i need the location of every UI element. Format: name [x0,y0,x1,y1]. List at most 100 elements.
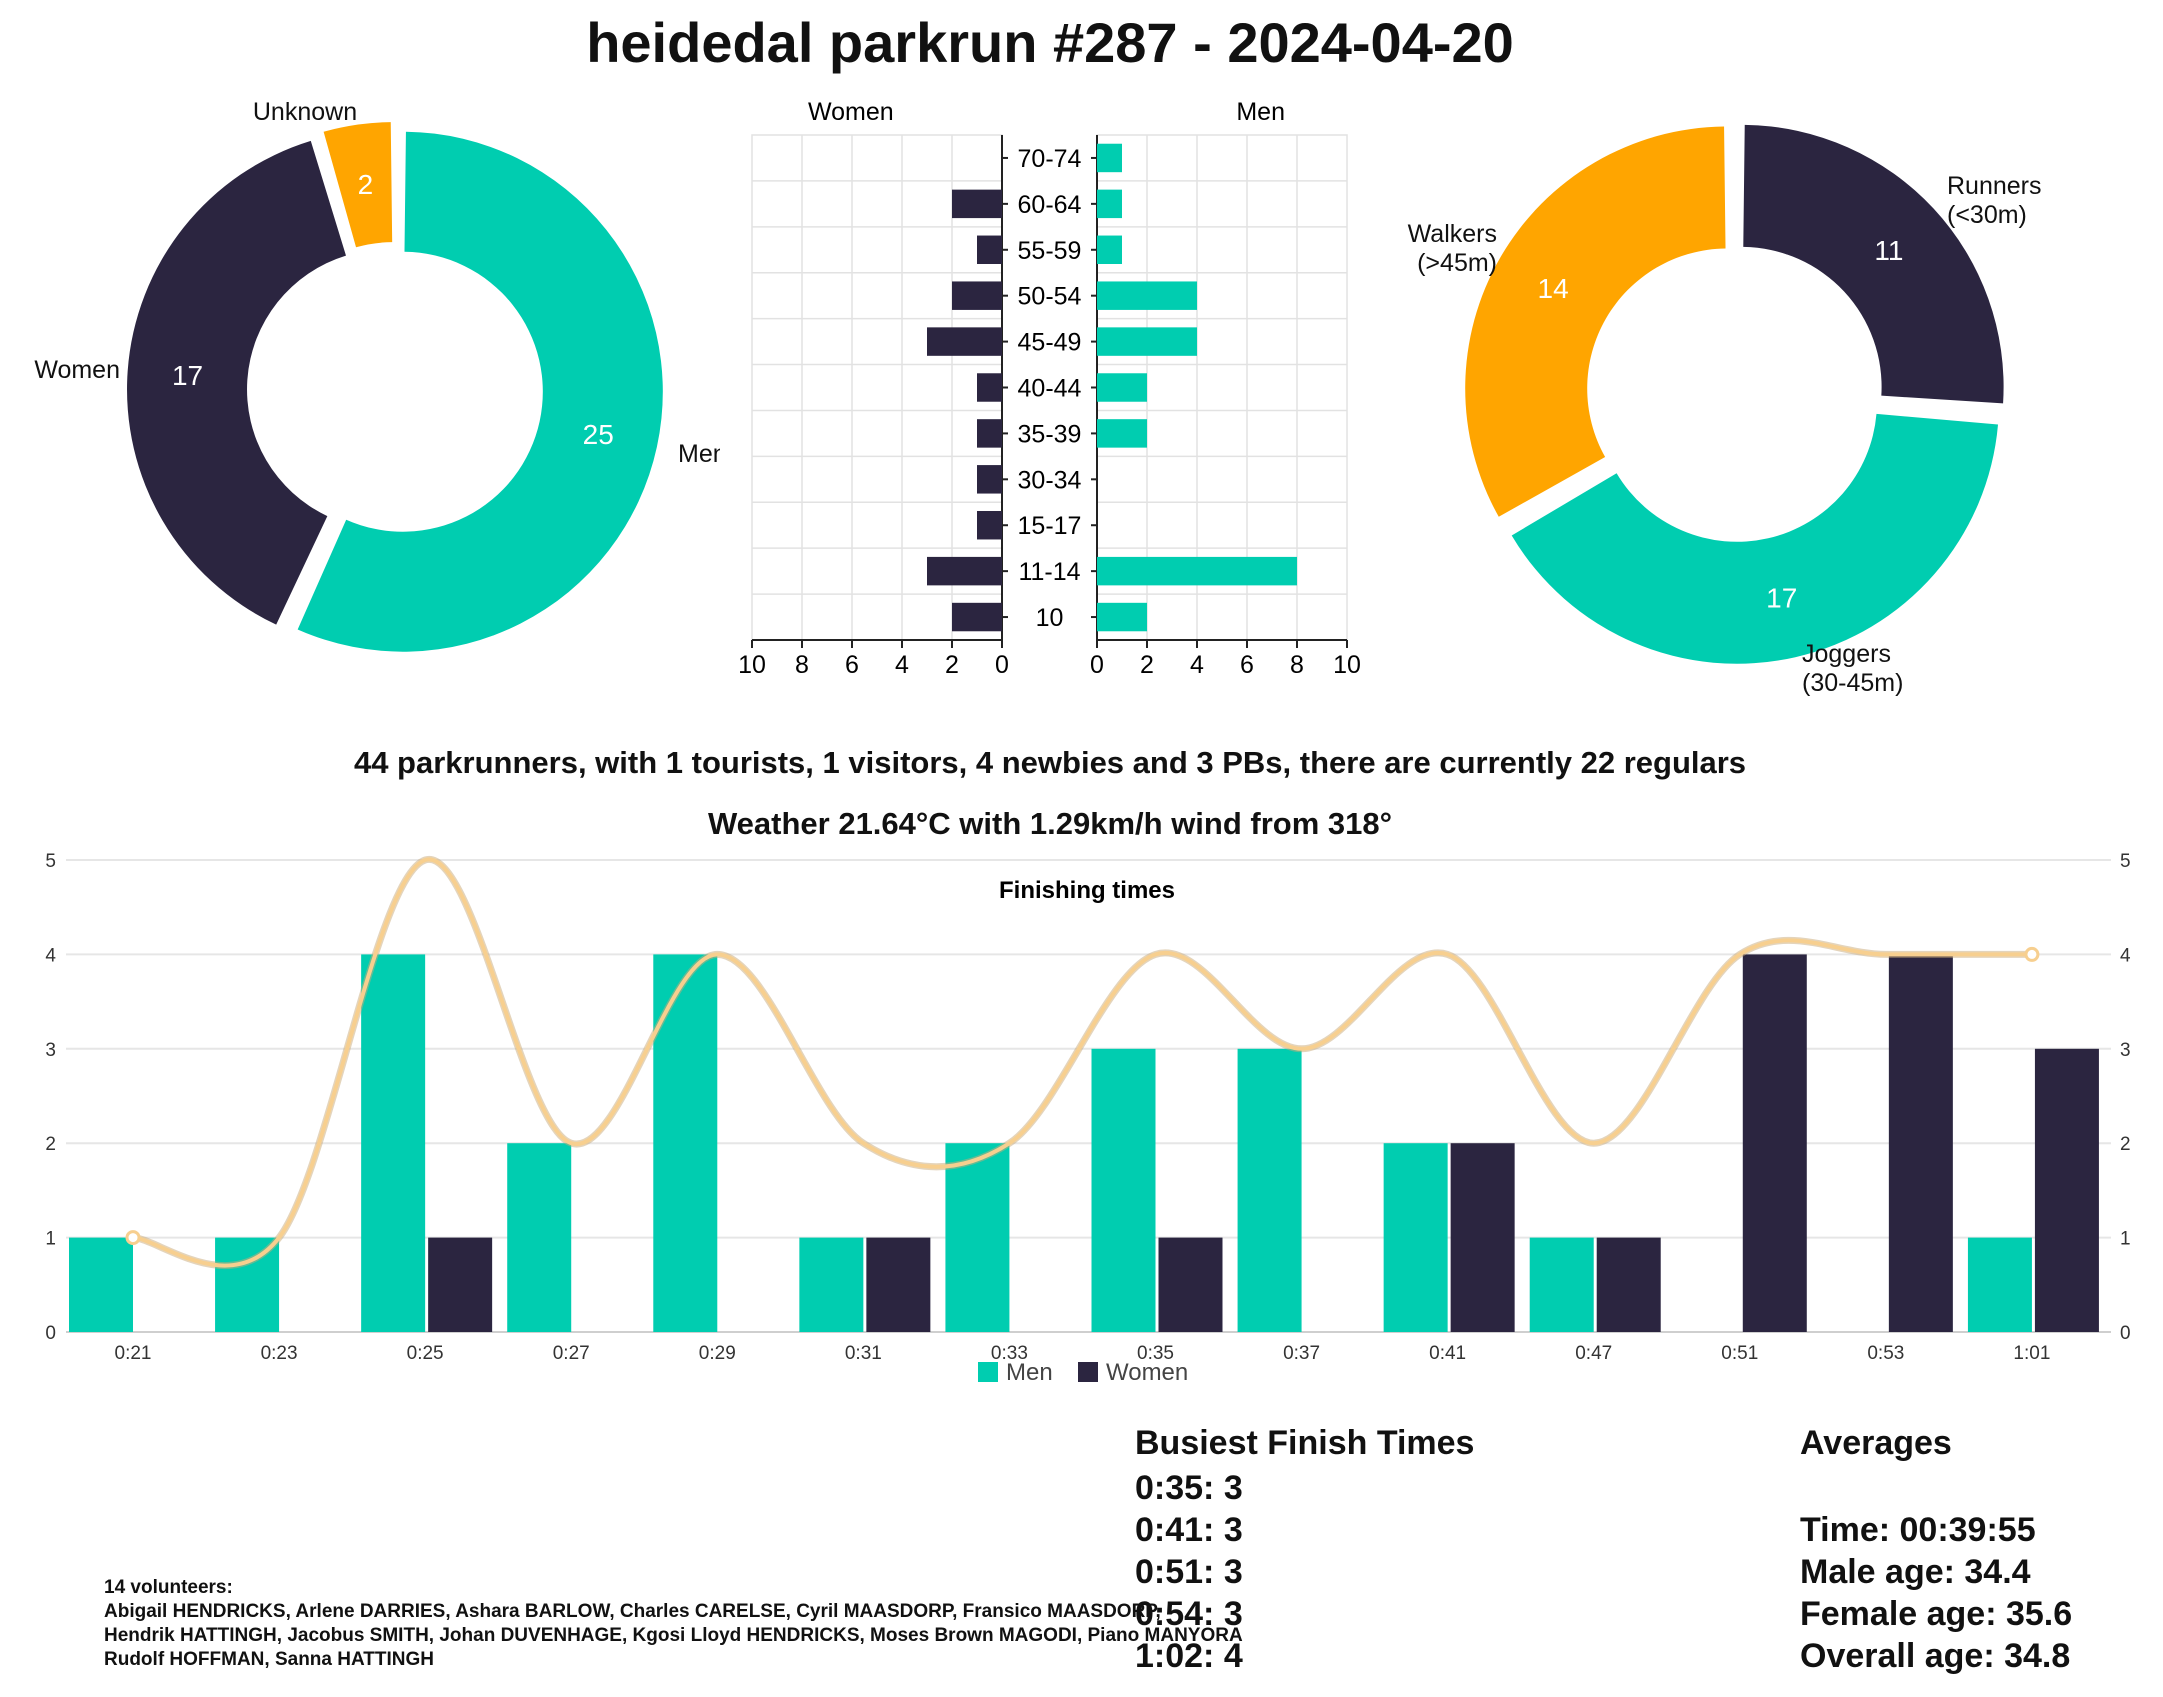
age-bar-women [927,327,1002,356]
y-tick-right: 1 [2120,1229,2131,1250]
x-tick-label: 0:31 [845,1343,882,1364]
average-item: Overall age: 34.8 [1800,1637,2071,1675]
age-bar-men [1097,602,1147,632]
age-tick-left: 4 [895,651,909,679]
gender-slice-label: Unknown [253,98,357,126]
age-bar-men [1097,189,1122,219]
age-bar-men [1097,419,1147,448]
y-tick-left: 4 [45,945,56,966]
legend-men-swatch [978,1362,998,1382]
volunteers-heading: 14 volunteers: [104,1577,233,1598]
pace-slice-label: Walkers (>45m) [1408,220,1497,277]
age-bar-women [927,556,1002,586]
y-tick-right: 0 [2120,1323,2131,1344]
busiest-heading: Busiest Finish Times [1135,1424,1475,1462]
bar-women [1158,1237,1223,1332]
page-title: heidedal parkrun #287 - 2024-04-20 [586,11,1514,74]
age-bar-men [1097,235,1122,265]
gender-slice-value: 17 [172,360,203,391]
age-tick-right: 2 [1140,651,1154,679]
gender-slice-women [127,140,346,625]
age-bar-women [977,235,1002,265]
gender-slice-value: 25 [583,419,614,450]
bar-men [1383,1143,1448,1332]
age-bar-women [952,189,1002,219]
gender-slice-label: Women [34,356,120,384]
pace-slice [1511,413,1999,664]
age-bar-women [952,602,1002,632]
busiest-item: 1:02: 4 [1135,1637,1243,1675]
x-tick-label: 0:41 [1429,1343,1466,1364]
x-tick-label: 1:01 [2013,1343,2050,1364]
men-axis-label: Men [1236,98,1285,126]
bar-men [945,1143,1010,1332]
x-tick-label: 0:33 [991,1343,1028,1364]
bar-men [1529,1237,1594,1332]
x-tick-label: 0:29 [699,1343,736,1364]
age-bar-women [952,281,1002,310]
bar-men [507,1143,572,1332]
average-item: Time: 00:39:55 [1800,1511,2036,1549]
x-tick-label: 0:21 [115,1343,152,1364]
age-tick-right: 6 [1240,651,1254,679]
age-group-label: 70-74 [1018,145,1082,173]
age-tick-right: 4 [1190,651,1204,679]
age-bar-men [1097,556,1297,586]
age-bar-women [977,373,1002,402]
bar-men [361,954,426,1332]
y-tick-left: 0 [45,1323,56,1344]
pace-slice-label: Runners (<30m) [1947,172,2042,229]
bar-women [1596,1237,1661,1332]
x-tick-label: 0:35 [1137,1343,1174,1364]
x-tick-label: 0:25 [407,1343,444,1364]
x-tick-label: 0:51 [1721,1343,1758,1364]
pace-slice-label: Joggers (30-45m) [1802,640,1903,697]
age-group-label: 60-64 [1018,191,1082,219]
age-bar-men [1097,281,1197,310]
total-trend-line [132,857,2032,1268]
gender-slice-label: Men [678,440,720,468]
y-tick-left: 1 [45,1229,56,1250]
y-tick-right: 2 [2120,1134,2131,1155]
gender-slice-unknown [323,122,393,248]
averages-heading: Averages [1800,1424,1952,1462]
age-group-chart: Women Men 70-74 60-64 55-59 50-54 45-49 40-44… [738,98,1361,679]
bar-women [1742,954,1807,1332]
busiest-finish-panel: Busiest Finish Times 0:35: 3 0:41: 3 0:51:… [1135,1424,1474,1677]
age-group-label: 35-39 [1018,420,1082,448]
age-group-label: 50-54 [1018,283,1082,311]
finishing-times-title: Finishing times [999,877,1175,904]
age-bar-women [977,465,1002,494]
legend-women-label: Women [1106,1359,1188,1386]
bar-men [799,1237,864,1332]
age-tick-left: 0 [995,651,1009,679]
y-tick-left: 3 [45,1040,56,1061]
volunteers-block: 14 volunteers: Abigail HENDRICKS, Arlene… [104,1576,1243,1672]
bar-men [1967,1237,2032,1332]
busiest-item: 0:35: 3 [1135,1469,1243,1507]
averages-panel: Averages Time: 00:39:55 Male age: 34.4 Fem… [1800,1424,2072,1677]
gender-donut-chart: 25 Men 17 Women 2 Unknown [34,98,720,652]
legend-men-label: Men [1006,1359,1053,1386]
age-tick-left: 8 [795,651,809,679]
pace-slice [1743,124,2004,404]
age-group-label: 55-59 [1018,237,1082,265]
age-bar-men [1097,327,1197,356]
bar-women [2034,1048,2099,1332]
age-bar-women [977,510,1002,540]
pace-slice-value: 17 [1766,583,1797,614]
age-tick-left: 6 [845,651,859,679]
volunteer-line: Hendrik HATTINGH, Jacobus SMITH, Johan D… [104,1625,1243,1646]
x-tick-label: 0:23 [261,1343,298,1364]
age-group-label: 45-49 [1018,329,1082,357]
age-tick-right: 10 [1333,651,1361,679]
age-group-label: 40-44 [1018,375,1082,403]
bar-women [1888,954,1953,1332]
volunteer-line: Abigail HENDRICKS, Arlene DARRIES, Ashar… [104,1601,1161,1622]
gender-slice-men [297,131,663,652]
average-item: Male age: 34.4 [1800,1553,2031,1591]
y-tick-right: 5 [2120,851,2131,872]
x-tick-label: 0:37 [1283,1343,1320,1364]
bar-men [1237,1048,1302,1332]
